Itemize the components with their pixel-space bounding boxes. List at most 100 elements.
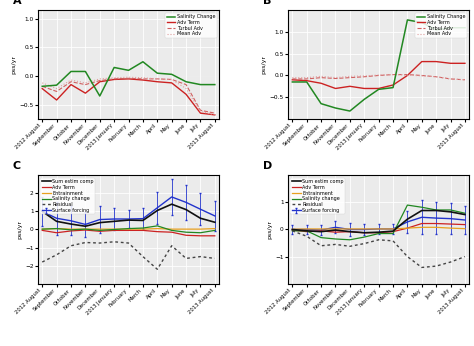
Turbul Adv (140, 77, 146, 81)
Turbul Adv (318, 75, 324, 80)
Salinity Change (212, 82, 218, 86)
Mean Adv (318, 74, 324, 79)
Salinity Change (126, 68, 131, 72)
Sum estim comp (39, 209, 45, 213)
Entrainment (390, 227, 396, 231)
Sum estim comp (462, 212, 468, 217)
Sum estim comp (433, 208, 439, 212)
Residual (433, 264, 439, 268)
Mean Adv (169, 78, 174, 82)
Salinity Change (97, 94, 102, 98)
Entrainment (111, 227, 117, 231)
Salinity Change (419, 20, 425, 25)
Mean Adv (290, 75, 295, 80)
Adv Term (126, 77, 131, 81)
Text: A: A (12, 0, 21, 6)
Sum estim comp (405, 217, 410, 221)
Turbul Adv (433, 75, 439, 79)
Residual (304, 234, 310, 238)
Salinity Change (82, 70, 88, 74)
Adv Term (155, 230, 160, 234)
Entrainment (39, 227, 45, 231)
Sum estim comp (198, 216, 203, 220)
Residual (376, 238, 382, 242)
Mean Adv (183, 86, 189, 91)
Sum estim comp (155, 208, 160, 212)
Turbul Adv (212, 111, 218, 115)
Line: Mean Adv: Mean Adv (42, 77, 215, 115)
Adv Term (390, 230, 396, 234)
Salinity Change (333, 106, 338, 110)
Mean Adv (126, 75, 131, 79)
Adv Term (318, 229, 324, 233)
Residual (390, 239, 396, 243)
Salinity Change (318, 102, 324, 106)
Adv Term (333, 86, 338, 91)
Entrainment (347, 227, 353, 231)
Adv Term (390, 83, 396, 87)
Sum estim comp (419, 208, 425, 212)
Salinity change (68, 228, 74, 232)
Y-axis label: pss/yr: pss/yr (18, 220, 22, 239)
Mean Adv (347, 74, 353, 79)
Salinity change (155, 224, 160, 228)
Residual (169, 244, 174, 248)
Mean Adv (212, 113, 218, 117)
Turbul Adv (290, 77, 295, 81)
Entrainment (155, 227, 160, 231)
Mean Adv (97, 77, 102, 81)
Entrainment (126, 227, 131, 231)
Salinity change (419, 205, 425, 209)
Residual (111, 240, 117, 244)
Residual (448, 260, 454, 264)
Salinity change (140, 226, 146, 230)
Adv Term (82, 91, 88, 95)
Turbul Adv (347, 75, 353, 80)
Salinity Change (347, 109, 353, 113)
Residual (198, 255, 203, 259)
Adv Term (433, 60, 439, 64)
Mean Adv (140, 76, 146, 80)
Line: Mean Adv: Mean Adv (292, 75, 465, 80)
Mean Adv (462, 78, 468, 82)
Adv Term (448, 222, 454, 226)
Salinity change (376, 231, 382, 236)
Salinity Change (304, 80, 310, 84)
Salinity Change (68, 70, 74, 74)
Salinity Change (448, 26, 454, 30)
Turbul Adv (183, 82, 189, 86)
Adv Term (39, 86, 45, 91)
Sum estim comp (448, 210, 454, 214)
Adv Term (347, 84, 353, 88)
Adv Term (54, 98, 59, 102)
Adv Term (376, 231, 382, 235)
Turbul Adv (82, 82, 88, 86)
Line: Entrainment: Entrainment (292, 227, 465, 229)
Turbul Adv (54, 89, 59, 93)
Turbul Adv (155, 77, 160, 81)
Line: Sum estim comp: Sum estim comp (42, 204, 215, 226)
Salinity change (318, 236, 324, 240)
Residual (39, 260, 45, 264)
Salinity change (198, 231, 203, 235)
Mean Adv (155, 77, 160, 81)
Turbul Adv (462, 78, 468, 82)
Y-axis label: pss/yr: pss/yr (262, 55, 267, 74)
Mean Adv (361, 74, 367, 78)
Salinity Change (140, 60, 146, 64)
Sum estim comp (82, 224, 88, 228)
Entrainment (140, 227, 146, 231)
Residual (140, 255, 146, 259)
Entrainment (183, 227, 189, 231)
Adv Term (198, 111, 203, 115)
Salinity change (111, 227, 117, 231)
Adv Term (126, 228, 131, 233)
Residual (68, 244, 74, 248)
Mean Adv (68, 78, 74, 82)
Line: Salinity change: Salinity change (42, 226, 215, 233)
Line: Salinity Change: Salinity Change (42, 62, 215, 96)
Residual (183, 256, 189, 261)
Salinity change (448, 208, 454, 212)
Turbul Adv (304, 77, 310, 81)
Turbul Adv (448, 77, 454, 81)
